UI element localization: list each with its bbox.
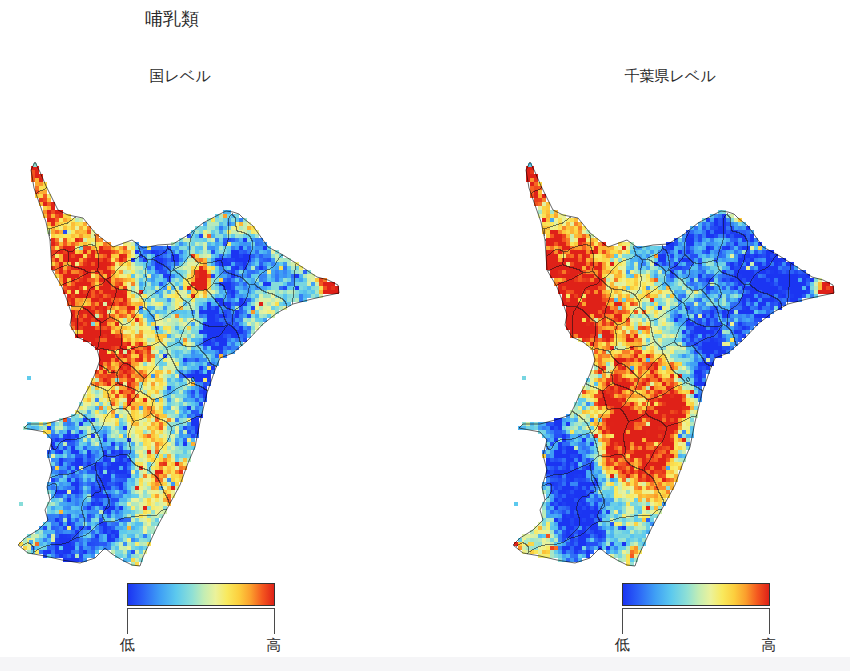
legend-high-prefecture: 高 bbox=[753, 636, 785, 655]
legend-low-national: 低 bbox=[111, 636, 143, 655]
colorbar-axis-prefecture bbox=[622, 608, 770, 609]
map-national bbox=[15, 150, 345, 575]
page-title: 哺乳類 bbox=[145, 7, 199, 31]
legend-low-prefecture: 低 bbox=[606, 636, 638, 655]
colorbar-tick-low-national bbox=[127, 608, 128, 634]
legend-high-national: 高 bbox=[258, 636, 290, 655]
colorbar-axis-national bbox=[127, 608, 275, 609]
colorbar-tick-high-prefecture bbox=[769, 608, 770, 634]
panel-label-prefecture: 千葉県レベル bbox=[505, 67, 835, 86]
map-prefecture bbox=[510, 150, 840, 575]
colorbar-tick-low-prefecture bbox=[622, 608, 623, 634]
colorbar-tick-high-national bbox=[274, 608, 275, 634]
panel-label-national: 国レベル bbox=[15, 67, 345, 86]
bottom-strip bbox=[0, 657, 850, 671]
colorbar-national bbox=[127, 583, 275, 606]
colorbar-prefecture bbox=[622, 583, 770, 606]
page: 哺乳類 国レベル 千葉県レベル 低 高 低 高 bbox=[0, 0, 850, 671]
